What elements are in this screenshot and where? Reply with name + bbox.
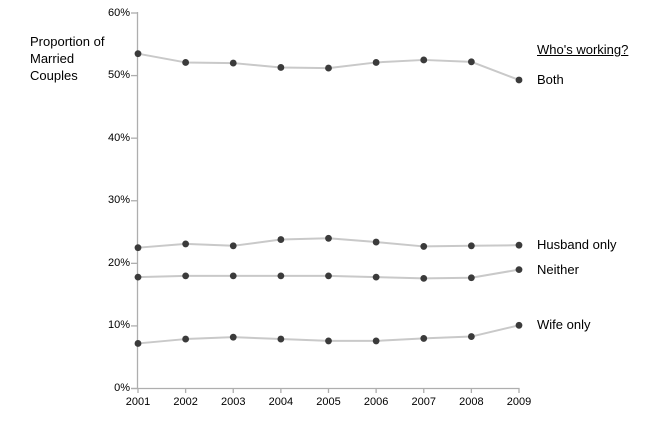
data-point bbox=[134, 244, 142, 252]
data-point bbox=[182, 272, 190, 280]
data-point bbox=[182, 335, 190, 343]
y-axis-title-line: Proportion of bbox=[30, 34, 105, 49]
data-point bbox=[515, 241, 523, 249]
data-point bbox=[277, 236, 285, 243]
data-point bbox=[467, 333, 475, 340]
data-point bbox=[325, 234, 332, 242]
data-point bbox=[467, 274, 475, 282]
data-point bbox=[372, 273, 380, 281]
data-point bbox=[372, 337, 380, 345]
data-point bbox=[134, 340, 142, 347]
data-point bbox=[515, 76, 523, 84]
data-point bbox=[182, 240, 190, 248]
data-point bbox=[229, 242, 237, 250]
data-point bbox=[277, 272, 285, 280]
data-point bbox=[420, 335, 428, 342]
y-axis-title: Proportion of Married Couples bbox=[30, 33, 104, 84]
data-point bbox=[420, 56, 428, 64]
data-point bbox=[467, 58, 475, 66]
data-point bbox=[372, 238, 380, 246]
data-point bbox=[467, 242, 475, 250]
legend-title: Who's working? bbox=[537, 42, 629, 57]
series-label-both: Both bbox=[537, 71, 564, 87]
series-label-wife-only: Wife only bbox=[537, 317, 591, 333]
data-point bbox=[182, 59, 190, 66]
data-point bbox=[277, 64, 285, 71]
data-point bbox=[325, 64, 332, 72]
data-point bbox=[134, 50, 142, 58]
data-point bbox=[515, 321, 523, 329]
data-point bbox=[420, 274, 428, 282]
data-point bbox=[229, 333, 237, 341]
data-point bbox=[325, 337, 332, 345]
data-point bbox=[515, 266, 523, 273]
data-point bbox=[229, 272, 237, 280]
series-label-husband-only: Husband only bbox=[537, 237, 617, 253]
data-point bbox=[372, 59, 380, 66]
data-point bbox=[325, 272, 332, 280]
data-point bbox=[420, 243, 428, 250]
series-label-neither: Neither bbox=[537, 261, 579, 277]
data-point bbox=[277, 335, 285, 343]
data-point bbox=[134, 273, 142, 281]
y-axis-title-line: Married bbox=[30, 51, 75, 66]
y-axis-title-line: Couples bbox=[30, 68, 78, 83]
data-point bbox=[229, 59, 237, 67]
